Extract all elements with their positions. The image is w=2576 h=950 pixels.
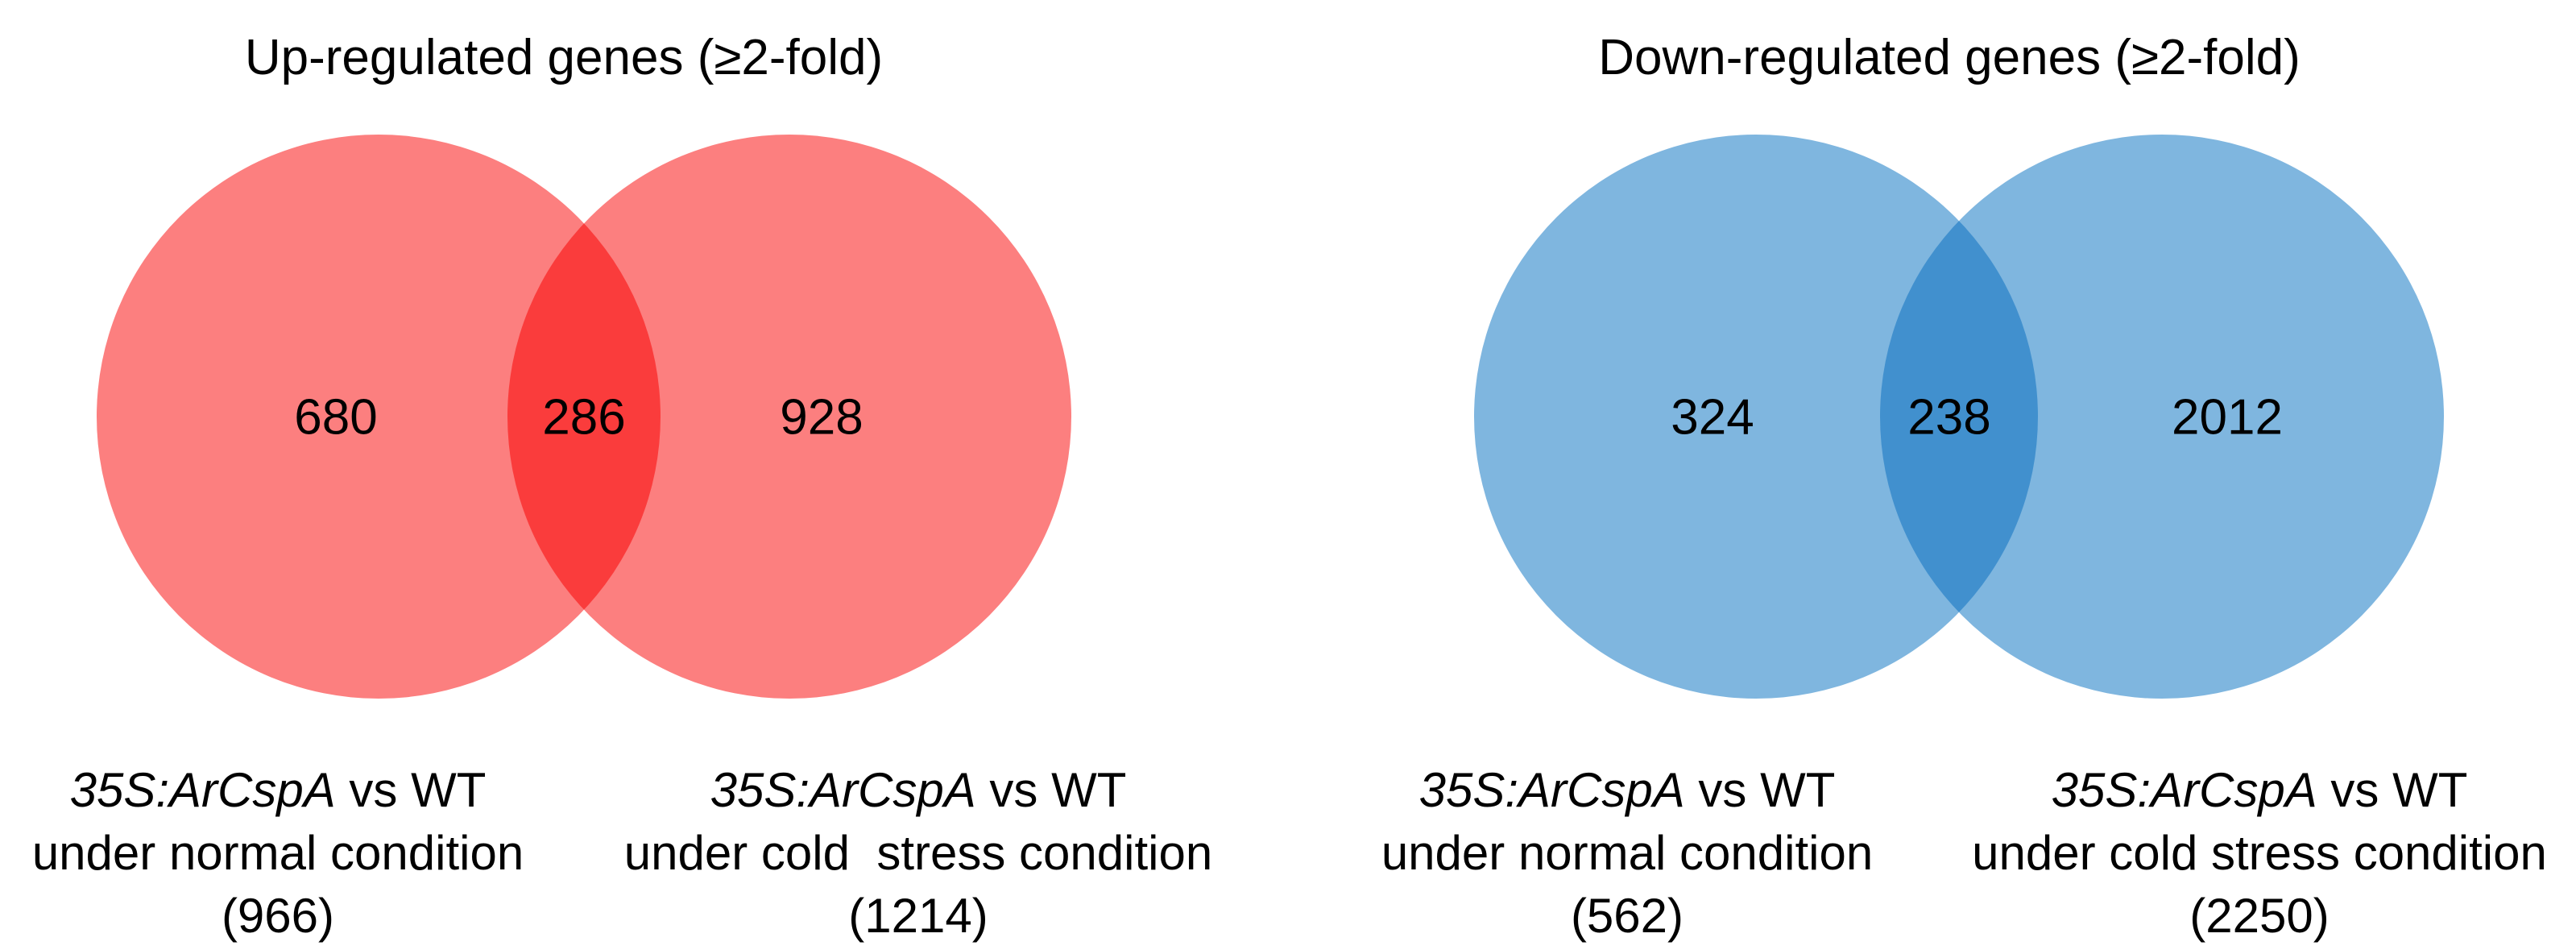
gene-name: 35S:ArCspA xyxy=(2051,763,2317,817)
set-name-suffix: vs WT xyxy=(1684,763,1836,817)
down-right-set-label: 35S:ArCspA vs WT under cold stress condi… xyxy=(1972,759,2547,948)
venn-diagram-up: 680 286 928 xyxy=(97,135,1071,699)
down-left-circle xyxy=(1474,135,2038,699)
down-left-count: 324 xyxy=(1671,390,1754,446)
total-line: (966) xyxy=(221,889,335,943)
total-line: (1214) xyxy=(848,889,988,943)
up-regulated-title: Up-regulated genes (≥2-fold) xyxy=(244,30,884,85)
total-line: (562) xyxy=(1570,889,1684,943)
condition-line: under normal condition xyxy=(31,826,524,880)
total-line: (2250) xyxy=(2189,889,2330,943)
gene-name: 35S:ArCspA xyxy=(1418,763,1685,817)
set-name-line: 35S:ArCspA vs WT xyxy=(1972,759,2547,822)
set-name-line: 35S:ArCspA vs WT xyxy=(624,759,1212,822)
set-name-suffix: vs WT xyxy=(975,763,1127,817)
down-right-count: 2012 xyxy=(2172,390,2283,446)
condition-line: under cold stress condition xyxy=(1972,826,2547,880)
gene-name: 35S:ArCspA xyxy=(69,763,336,817)
up-right-circle xyxy=(507,135,1071,699)
set-name-suffix: vs WT xyxy=(2317,763,2468,817)
down-intersection-count: 238 xyxy=(1907,390,1990,446)
down-right-circle xyxy=(1880,135,2444,699)
set-name-line: 35S:ArCspA vs WT xyxy=(1381,759,1873,822)
down-regulated-title: Down-regulated genes (≥2-fold) xyxy=(1598,30,2301,85)
set-name-line: 35S:ArCspA vs WT xyxy=(32,759,524,822)
up-right-count: 928 xyxy=(780,390,863,446)
up-intersection-count: 286 xyxy=(542,390,625,446)
gene-name: 35S:ArCspA xyxy=(710,763,976,817)
condition-line: under normal condition xyxy=(1381,826,1874,880)
venn-diagram-down: 324 238 2012 xyxy=(1474,135,2444,699)
set-name-suffix: vs WT xyxy=(335,763,487,817)
up-left-circle xyxy=(97,135,661,699)
up-left-set-label: 35S:ArCspA vs WT under normal condition … xyxy=(32,759,524,948)
condition-line: under cold stress condition xyxy=(623,826,1213,880)
up-left-count: 680 xyxy=(294,390,377,446)
up-right-set-label: 35S:ArCspA vs WT under cold stress condi… xyxy=(624,759,1212,948)
down-left-set-label: 35S:ArCspA vs WT under normal condition … xyxy=(1381,759,1873,948)
